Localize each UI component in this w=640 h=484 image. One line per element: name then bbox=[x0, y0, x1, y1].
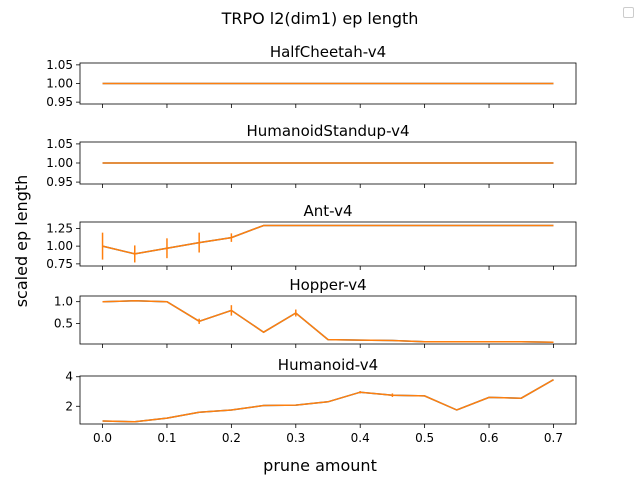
subplot-title: HalfCheetah-v4 bbox=[270, 43, 386, 61]
y-axis-label: scaled ep length bbox=[12, 175, 31, 308]
subplot-title: Hopper-v4 bbox=[289, 276, 366, 294]
x-tick-label: 0.0 bbox=[93, 431, 112, 445]
legend-box bbox=[623, 7, 634, 18]
y-tick-label: 1.0 bbox=[54, 295, 73, 309]
subplot-4: Humanoid-v4 2 4 0.0 0.1 0.2 0.3 0.4 0.5 0.6 0.7 bbox=[65, 356, 577, 445]
axes-frame bbox=[79, 62, 577, 105]
y-tick-label: 0.95 bbox=[46, 175, 73, 189]
x-tick-label: 0.2 bbox=[222, 431, 241, 445]
x-tick-label: 0.3 bbox=[286, 431, 305, 445]
y-tick-label: 1.00 bbox=[46, 156, 73, 170]
x-tick-label: 0.1 bbox=[157, 431, 176, 445]
subplot-0: HalfCheetah-v4 0.95 1.00 1.05 bbox=[46, 43, 577, 109]
subplot-panels: HalfCheetah-v40.951.001.05HumanoidStandu… bbox=[46, 43, 577, 445]
y-tick-label: 2 bbox=[65, 399, 73, 413]
subplot-3: Hopper-v4 0.5 1.0 bbox=[54, 276, 577, 348]
figure-title: TRPO l2(dim1) ep length bbox=[221, 9, 419, 28]
axes-frame bbox=[79, 295, 577, 345]
series-line-under bbox=[102, 300, 554, 344]
series-line-under bbox=[102, 379, 554, 423]
x-tick-label: 0.4 bbox=[351, 431, 370, 445]
y-tick-label: 1.25 bbox=[46, 221, 73, 235]
y-tick-label: 0.95 bbox=[46, 95, 73, 109]
x-axis-label: prune amount bbox=[263, 456, 377, 475]
y-tick-label: 1.05 bbox=[46, 137, 73, 151]
subplot-title: HumanoidStandup-v4 bbox=[246, 122, 409, 140]
subplot-2: Ant-v4 0.75 1.00 1.25 bbox=[46, 202, 577, 271]
x-tick-label: 0.7 bbox=[544, 431, 563, 445]
series-line-under bbox=[102, 224, 554, 255]
series-line bbox=[102, 300, 554, 344]
y-tick-label: 1.00 bbox=[46, 77, 73, 91]
axes-frame bbox=[79, 141, 577, 185]
x-tick-label: 0.5 bbox=[415, 431, 434, 445]
subplot-title: Ant-v4 bbox=[303, 202, 352, 220]
series-line bbox=[102, 224, 554, 255]
y-tick-label: 1.05 bbox=[46, 58, 73, 72]
axes-frame bbox=[79, 221, 577, 267]
y-tick-label: 0.75 bbox=[46, 257, 73, 271]
y-tick-label: 1.00 bbox=[46, 239, 73, 253]
x-tick-label: 0.6 bbox=[479, 431, 498, 445]
series-line bbox=[102, 379, 554, 423]
y-tick-label: 4 bbox=[65, 370, 73, 384]
y-tick-label: 0.5 bbox=[54, 316, 73, 330]
subplot-1: HumanoidStandup-v4 0.95 1.00 1.05 bbox=[46, 122, 577, 189]
axes-frame bbox=[79, 375, 577, 425]
subplot-title: Humanoid-v4 bbox=[278, 356, 378, 374]
